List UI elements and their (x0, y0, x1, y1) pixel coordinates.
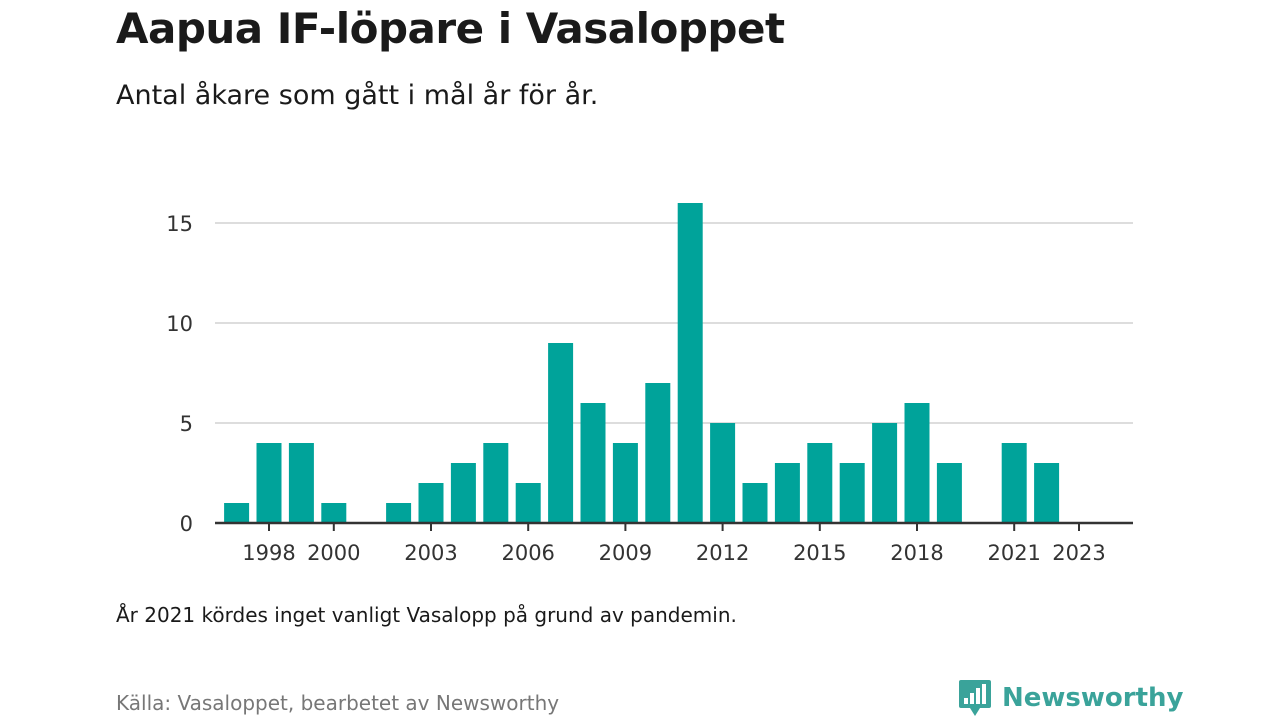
gridlines (215, 222, 1133, 424)
bar (548, 343, 574, 523)
bar (418, 483, 444, 523)
bar (483, 443, 509, 523)
chart-subtitle: Antal åkare som gått i mål år för år. (116, 80, 599, 111)
chart-title: Aapua IF-löpare i Vasaloppet (116, 4, 785, 53)
bar (677, 203, 703, 523)
bar (1001, 443, 1027, 523)
x-tick-label: 2009 (599, 541, 652, 565)
bar (936, 463, 962, 523)
bar (224, 503, 250, 523)
bar (807, 443, 833, 523)
x-tick-label: 1998 (242, 541, 295, 565)
bar (288, 443, 314, 523)
y-tick-label: 5 (180, 412, 193, 436)
bar (774, 463, 800, 523)
bar (321, 503, 347, 523)
x-tick-label: 2018 (890, 541, 943, 565)
bars (224, 203, 1060, 523)
bar (742, 483, 768, 523)
source-credit: Källa: Vasaloppet, bearbetet av Newswort… (116, 691, 560, 715)
chart-note: År 2021 kördes inget vanligt Vasalopp på… (116, 603, 737, 627)
x-tick-label: 2012 (696, 541, 749, 565)
bar (904, 403, 930, 523)
brand-logo: Newsworthy (958, 678, 1183, 718)
bar-chart: 0 5 10 15 1998 2000 2003 2006 2009 2012 2015 2018 20… (166, 203, 1133, 565)
x-tick-label: 2006 (501, 541, 554, 565)
bar (839, 463, 865, 523)
bar (515, 483, 541, 523)
x-tick-label: 2015 (793, 541, 846, 565)
bar (386, 503, 412, 523)
axes: 0 5 10 15 1998 2000 2003 2006 2009 2012 2015 2018 20… (166, 212, 1133, 565)
bar (872, 423, 898, 523)
bar (1034, 463, 1060, 523)
y-tick-label: 10 (166, 312, 193, 336)
y-tick-label: 0 (180, 512, 193, 536)
bar (645, 383, 671, 523)
brand-name: Newsworthy (1002, 683, 1184, 713)
x-tick-label: 2023 (1052, 541, 1105, 565)
x-tick-label: 2021 (987, 541, 1040, 565)
bar (256, 443, 282, 523)
newsworthy-logo-icon (959, 680, 991, 716)
x-tick-label: 2003 (404, 541, 457, 565)
bar (710, 423, 736, 523)
y-tick-label: 15 (166, 212, 193, 236)
bar (580, 403, 606, 523)
x-tick-label: 2000 (307, 541, 360, 565)
bar (450, 463, 476, 523)
bar (612, 443, 638, 523)
